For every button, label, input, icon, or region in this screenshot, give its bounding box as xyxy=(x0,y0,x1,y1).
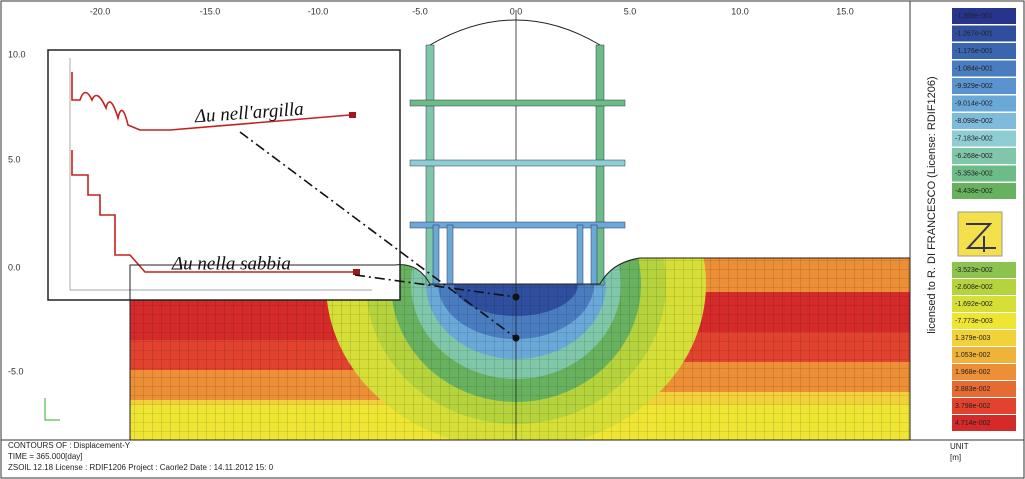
x-tick-label: -5.0 xyxy=(412,6,428,16)
legend-swatch xyxy=(952,148,1016,164)
x-tick-label: -15.0 xyxy=(200,6,221,16)
pile xyxy=(432,224,440,286)
floor xyxy=(409,159,626,167)
axis-icon xyxy=(44,398,60,421)
legend-swatch xyxy=(952,279,1016,295)
legend-label: -1.176e-001 xyxy=(955,48,993,55)
sand-curve xyxy=(71,150,355,273)
legend-swatch xyxy=(952,113,1016,129)
soil-outline xyxy=(129,257,911,441)
x-tick-label: 15.0 xyxy=(836,6,854,16)
legend-swatch xyxy=(952,130,1016,147)
inset-frame xyxy=(47,49,401,301)
legend-label: -7.183e-002 xyxy=(955,135,993,142)
contour-plot xyxy=(130,258,910,440)
floor xyxy=(409,221,626,229)
legend-swatch xyxy=(952,330,1016,346)
legend-swatch xyxy=(952,25,1016,42)
clay-curve xyxy=(71,72,351,131)
legend-label: 4.714e-002 xyxy=(955,420,991,427)
footer-text: TIME = 365.000[day] xyxy=(8,452,83,461)
legend-label: -6.268e-002 xyxy=(955,153,993,160)
legend-label: -1.267e-001 xyxy=(955,30,993,37)
marker xyxy=(353,269,360,275)
legend-swatch xyxy=(952,60,1016,77)
y-tick-label: 10.0 xyxy=(8,49,26,59)
floor xyxy=(409,99,626,107)
legend-swatch xyxy=(952,364,1016,380)
legend-label: -2.608e-002 xyxy=(955,284,993,291)
marker xyxy=(349,112,356,118)
unit-value: [m] xyxy=(950,453,961,462)
leader xyxy=(239,131,517,339)
legend-swatch xyxy=(952,78,1016,94)
legend-label: -9.929e-002 xyxy=(955,83,993,90)
footer-text: CONTOURS OF : Displacement-Y xyxy=(8,441,131,450)
legend-swatch xyxy=(952,43,1016,59)
legend-label: -4.438e-002 xyxy=(955,188,993,195)
legend-label: 1.379e-003 xyxy=(955,335,991,342)
legend-label: 1.968e-002 xyxy=(955,369,991,376)
legend-label: -5.353e-002 xyxy=(955,170,993,177)
x-tick-label: -20.0 xyxy=(90,6,111,16)
legend-label: -1.692e-002 xyxy=(955,301,993,308)
pile xyxy=(446,224,454,286)
building xyxy=(409,10,626,440)
y-tick-label: -5.0 xyxy=(8,366,24,376)
point xyxy=(512,334,520,342)
x-tick-label: 5.0 xyxy=(624,6,637,16)
license: licensed to R. DI FRANCESCO (License: RD… xyxy=(926,76,938,333)
legend-label: -1.084e-001 xyxy=(955,65,993,72)
legend-label: -7.773e-003 xyxy=(955,318,993,325)
y-tick-label: 5.0 xyxy=(8,154,21,164)
x-tick-label: 10.0 xyxy=(731,6,749,16)
logo-mark xyxy=(965,223,996,252)
legend-label: 2.883e-002 xyxy=(955,386,991,393)
x-tick-label: -10.0 xyxy=(308,6,329,16)
legend-swatch xyxy=(952,347,1016,363)
footer-text: ZSOIL 12.18 License : RDIF1206 Project :… xyxy=(8,463,274,472)
legend-swatch xyxy=(952,8,1016,24)
inset-plot xyxy=(47,49,401,301)
legend-label: -9.014e-002 xyxy=(955,100,993,107)
legend-swatch xyxy=(952,398,1016,414)
legend-label: 3.798e-002 xyxy=(955,403,991,410)
x-tick-label: 0.0 xyxy=(510,6,523,16)
inset-axes xyxy=(69,58,372,291)
legend-swatch xyxy=(952,165,1016,182)
legend-swatch xyxy=(952,183,1016,199)
point xyxy=(512,293,520,301)
legend-swatch xyxy=(952,95,1016,112)
pile xyxy=(576,224,584,286)
annotation: Δu nella sabbia xyxy=(171,253,291,274)
legend-label: -1.359e-001 xyxy=(955,13,993,20)
roof xyxy=(429,19,601,46)
legend-label: -8.098e-002 xyxy=(955,118,993,125)
legend-swatch xyxy=(952,296,1016,312)
legend-swatch xyxy=(952,262,1016,278)
pile xyxy=(590,224,598,286)
legend-swatch xyxy=(952,313,1016,329)
legend-label: -3.523e-002 xyxy=(955,267,993,274)
unit-label: UNIT xyxy=(950,442,969,451)
legend-swatch xyxy=(952,415,1016,431)
legend-label: 1.053e-002 xyxy=(955,352,991,359)
legend-swatch xyxy=(952,381,1016,397)
y-tick-label: 0.0 xyxy=(8,262,21,272)
